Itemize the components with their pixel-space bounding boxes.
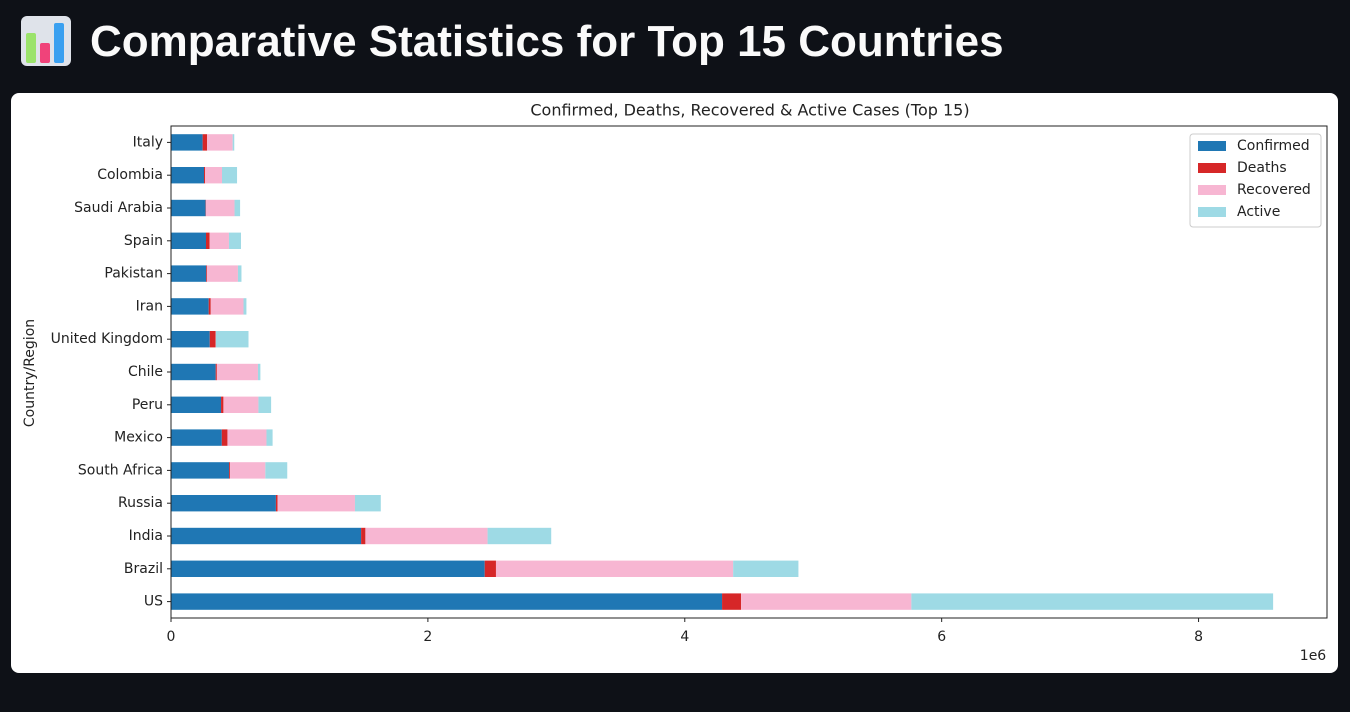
bar-segment xyxy=(237,265,242,282)
bar-segment xyxy=(221,167,238,184)
bar-segment xyxy=(209,232,229,249)
y-tick-label: Peru xyxy=(132,397,163,413)
bar-segment xyxy=(265,462,288,479)
bar-segment xyxy=(206,265,207,282)
bar-segment xyxy=(733,560,799,577)
y-tick-label: United Kingdom xyxy=(51,331,163,347)
bar-segment xyxy=(206,265,238,282)
legend-label: Active xyxy=(1237,204,1280,220)
bar-segment xyxy=(495,560,734,577)
bar-segment xyxy=(210,298,244,315)
bar-segment xyxy=(257,363,261,381)
chart-title: Confirmed, Deaths, Recovered & Active Ca… xyxy=(530,101,969,120)
plot-frame xyxy=(170,125,1328,619)
bar-segment xyxy=(484,560,496,577)
bar-segment xyxy=(205,232,210,249)
bar-segment xyxy=(227,429,267,446)
page-title: Comparative Statistics for Top 15 Countr… xyxy=(90,17,1004,66)
y-tick-label: Brazil xyxy=(124,561,163,577)
bar-segment xyxy=(215,331,249,348)
legend-swatch xyxy=(1198,185,1226,195)
y-tick-label: Russia xyxy=(118,495,163,511)
bar-segment xyxy=(354,495,381,512)
bar-segment xyxy=(230,462,266,479)
bar-segment xyxy=(223,396,259,413)
bar-segment xyxy=(209,331,216,348)
bar-segment xyxy=(232,134,235,151)
bar-segment xyxy=(171,199,206,217)
bar-segment xyxy=(722,593,742,610)
bar-segment xyxy=(202,134,208,151)
y-tick-label: India xyxy=(129,528,163,544)
y-tick-label: Chile xyxy=(128,364,163,380)
bar-segment xyxy=(171,363,216,381)
y-tick-label: US xyxy=(144,594,163,610)
legend-swatch xyxy=(1198,163,1226,173)
chart: Confirmed, Deaths, Recovered & Active Ca… xyxy=(22,101,1328,664)
bar-segment xyxy=(365,527,488,545)
chart-card: Confirmed, Deaths, Recovered & Active Ca… xyxy=(11,93,1338,673)
y-tick-label: Pakistan xyxy=(104,266,163,282)
x-tick-label: 0 xyxy=(167,629,176,645)
bar-segment xyxy=(221,396,224,413)
legend-box xyxy=(1189,133,1322,228)
bar-segment xyxy=(205,167,222,184)
legend-label: Deaths xyxy=(1237,160,1287,176)
y-axis-label: Country/Region xyxy=(22,319,38,427)
y-tick-label: South Africa xyxy=(78,462,163,478)
bar-segment xyxy=(205,199,235,217)
bar-segment xyxy=(277,495,355,512)
x-offset-label: 1e6 xyxy=(1300,648,1327,664)
y-tick-label: Mexico xyxy=(114,430,163,446)
x-tick-label: 8 xyxy=(1194,629,1203,645)
bar-segment xyxy=(215,363,217,381)
bar-segment xyxy=(171,593,723,610)
y-tick-label: Spain xyxy=(124,233,163,249)
legend-label: Confirmed xyxy=(1237,138,1310,154)
y-tick-label: Italy xyxy=(133,134,163,150)
bar-segment xyxy=(171,232,206,249)
bar-segment xyxy=(204,167,206,184)
y-tick-label: Saudi Arabia xyxy=(74,200,163,216)
x-tick-label: 4 xyxy=(680,629,689,645)
bar-segment xyxy=(216,363,258,381)
chart-icon xyxy=(21,16,71,66)
bar-segment xyxy=(911,593,1274,610)
bar-segment xyxy=(208,298,211,315)
y-tick-label: Iran xyxy=(136,298,163,314)
bar-segment xyxy=(741,593,912,610)
bar-segment xyxy=(171,167,205,184)
bar-segment xyxy=(275,495,278,512)
bar-segment xyxy=(258,396,272,413)
x-tick-label: 6 xyxy=(937,629,946,645)
bar-segment xyxy=(234,199,241,217)
bar-segment xyxy=(171,527,362,545)
bar-segment xyxy=(171,429,222,446)
y-tick-label: Colombia xyxy=(97,167,163,183)
legend-label: Recovered xyxy=(1237,182,1311,198)
bar-segment xyxy=(171,396,222,413)
bar-segment xyxy=(171,495,276,512)
legend-swatch xyxy=(1198,141,1226,151)
bar-segment xyxy=(171,298,209,315)
bar-segment xyxy=(228,232,241,249)
bar-segment xyxy=(266,429,273,446)
bar-segment xyxy=(221,429,228,446)
bar-segment xyxy=(171,560,485,577)
bar-segment xyxy=(243,298,247,315)
bar-segment xyxy=(361,527,366,545)
bar-segment xyxy=(171,462,230,479)
legend-swatch xyxy=(1198,207,1226,217)
x-tick-label: 2 xyxy=(423,629,432,645)
bar-segment xyxy=(171,265,207,282)
bar-segment xyxy=(171,331,210,348)
bar-segment xyxy=(207,134,233,151)
bar-segment xyxy=(171,134,203,151)
bar-segment xyxy=(229,462,231,479)
bar-segment xyxy=(487,527,552,545)
